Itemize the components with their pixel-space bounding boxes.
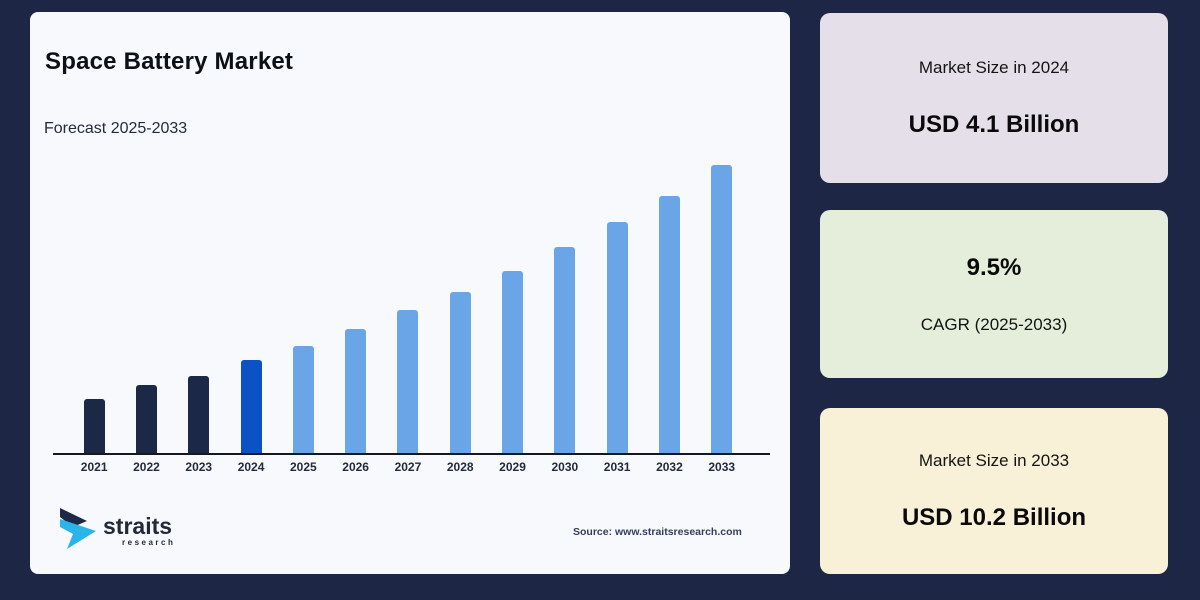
bar-group-2021: 2021	[68, 399, 120, 474]
page-title: Space Battery Market	[45, 48, 294, 75]
bar-2021	[83, 399, 105, 453]
forecast-subtitle: Forecast 2025-2033	[44, 120, 188, 137]
bar-group-2031: 2031	[591, 222, 643, 474]
stat-panel-cagr: 9.5% CAGR (2025-2033)	[820, 210, 1168, 378]
bar-2029	[502, 271, 524, 453]
straits-research-logo: straits research	[58, 506, 175, 555]
bar-group-2028: 2028	[434, 292, 486, 474]
bar-group-2026: 2026	[329, 329, 381, 474]
bar-2024	[240, 360, 262, 453]
bar-group-2024: 2024	[225, 360, 277, 474]
bar-group-2030: 2030	[539, 247, 591, 474]
bar-group-2029: 2029	[486, 271, 538, 474]
bar-2027	[397, 310, 419, 453]
straits-arrow-icon	[58, 506, 98, 555]
bar-group-2022: 2022	[120, 385, 172, 474]
chart-card: Space Battery Market Forecast 2025-2033 …	[30, 12, 790, 574]
stat-label: Market Size in 2033	[918, 450, 1070, 470]
bar-2023	[188, 376, 210, 453]
x-tick-label-2025: 2025	[289, 460, 317, 474]
x-tick-label-2026: 2026	[342, 460, 369, 474]
bar-2030	[554, 247, 576, 453]
bar-group-2027: 2027	[382, 310, 434, 474]
bar-group-2033: 2033	[696, 165, 748, 474]
x-tick-label-2030: 2030	[551, 460, 579, 474]
bar-2026	[345, 329, 367, 453]
x-tick-label-2022: 2022	[133, 460, 160, 474]
x-axis-line	[53, 453, 770, 455]
stat-label: CAGR (2025-2033)	[920, 314, 1068, 334]
x-tick-label-2032: 2032	[656, 460, 683, 474]
bar-2033	[711, 165, 733, 453]
source-note: Source: www.straitsresearch.com	[573, 526, 742, 538]
bar-2022	[135, 385, 157, 453]
logo-text: straits	[103, 512, 173, 539]
x-tick-label-2029: 2029	[499, 460, 526, 474]
x-tick-label-2031: 2031	[603, 460, 631, 474]
x-tick-label-2033: 2033	[708, 460, 736, 474]
bar-2025	[292, 346, 314, 453]
bar-group-2025: 2025	[277, 346, 329, 474]
stat-panel-market-size-2024: Market Size in 2024 USD 4.1 Billion	[820, 13, 1168, 183]
x-tick-label-2028: 2028	[446, 460, 474, 474]
bar-chart: 2021 2022 2023 2024 2025 2026 2027 2028 2029 2030…	[68, 165, 748, 474]
x-tick-label-2027: 2027	[394, 460, 422, 474]
stat-value: USD 10.2 Billion	[901, 503, 1087, 531]
stat-label: Market Size in 2024	[918, 57, 1070, 77]
x-tick-label-2023: 2023	[185, 460, 213, 474]
bar-2031	[606, 222, 628, 453]
bar-group-2023: 2023	[173, 376, 225, 474]
x-tick-label-2024: 2024	[237, 460, 265, 474]
stat-panel-market-size-2033: Market Size in 2033 USD 10.2 Billion	[820, 408, 1168, 574]
logo-subtext: research	[122, 537, 176, 547]
x-tick-label-2021: 2021	[80, 460, 108, 474]
logo-wordmark: straits research	[103, 512, 176, 547]
bar-2028	[449, 292, 471, 453]
stat-value: 9.5%	[966, 253, 1022, 281]
bar-group-2032: 2032	[643, 196, 695, 474]
bar-2032	[658, 196, 680, 453]
stat-value: USD 4.1 Billion	[908, 110, 1080, 138]
